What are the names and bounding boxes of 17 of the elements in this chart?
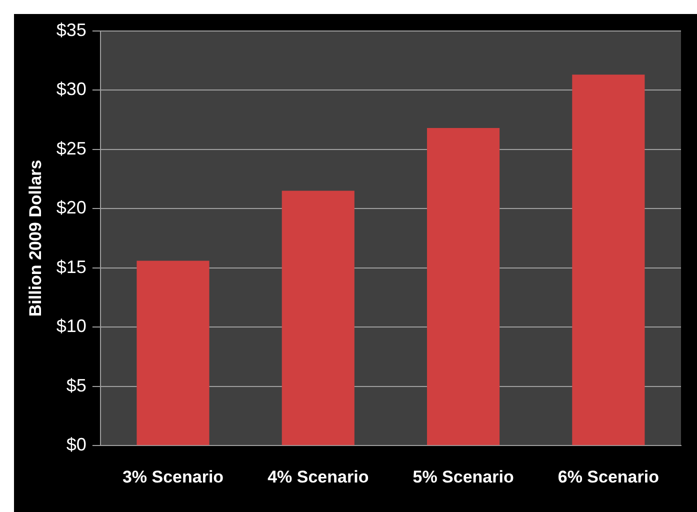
x-tick-label: 5% Scenario: [412, 467, 514, 486]
y-tick-label: $15: [56, 256, 86, 277]
y-axis-title: Billion 2009 Dollars: [26, 160, 45, 317]
bar: [136, 260, 210, 446]
y-tick-label: $20: [56, 198, 86, 218]
y-tick-label: $25: [56, 138, 86, 158]
x-tick-label: 3% Scenario: [122, 467, 224, 486]
bar: [572, 74, 645, 446]
bar: [282, 190, 354, 446]
x-tick-label: 4% Scenario: [268, 467, 369, 486]
y-tick-label: $0: [66, 434, 86, 455]
bar: [427, 128, 500, 446]
y-tick-label: $30: [56, 79, 86, 100]
y-tick-label: $35: [56, 20, 86, 40]
x-tick-label: 6% Scenario: [558, 467, 659, 486]
y-tick-label: $5: [66, 375, 86, 396]
y-tick-label: $10: [56, 316, 86, 336]
